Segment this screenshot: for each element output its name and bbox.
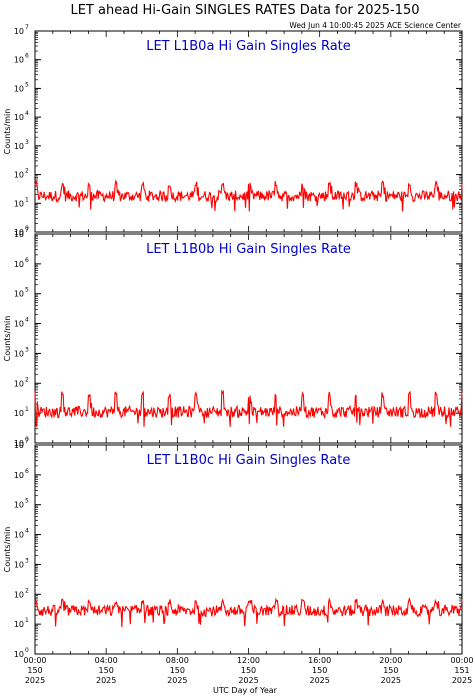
x-tick-year: 2025 bbox=[25, 676, 45, 685]
y-tick-label: 10 bbox=[14, 650, 24, 659]
y-tick-label: 10 bbox=[14, 142, 24, 151]
y-tick-exponent: 5 bbox=[25, 81, 29, 88]
y-tick-exponent: 6 bbox=[25, 257, 29, 264]
panel-title: LET L1B0a Hi Gain Singles Rate bbox=[146, 39, 351, 54]
y-tick-exponent: 0 bbox=[25, 225, 29, 232]
x-tick-day: 150 bbox=[312, 666, 327, 675]
x-tick-year: 2025 bbox=[96, 676, 116, 685]
y-tick-exponent: 1 bbox=[25, 196, 29, 203]
x-axis-title: UTC Day of Year bbox=[213, 686, 278, 695]
y-tick-label: 10 bbox=[14, 290, 24, 299]
y-axis-title: Counts/min bbox=[3, 109, 12, 155]
x-tick-day: 150 bbox=[170, 666, 185, 675]
y-tick-label: 10 bbox=[14, 501, 24, 510]
y-tick-exponent: 0 bbox=[25, 436, 29, 443]
y-tick-label: 10 bbox=[14, 320, 24, 329]
x-tick-day: 150 bbox=[27, 666, 42, 675]
y-tick-exponent: 1 bbox=[25, 617, 29, 624]
y-tick-label: 10 bbox=[14, 531, 24, 540]
y-tick-exponent: 7 bbox=[25, 24, 29, 31]
x-tick-time: 00:00 bbox=[450, 656, 473, 665]
x-tick-time: 04:00 bbox=[95, 656, 118, 665]
plot-frame bbox=[34, 444, 463, 655]
y-tick-label: 10 bbox=[14, 349, 24, 358]
y-tick-exponent: 1 bbox=[25, 406, 29, 413]
y-tick-label: 10 bbox=[14, 441, 24, 450]
y-axis-title: Counts/min bbox=[3, 527, 12, 573]
x-tick-year: 2025 bbox=[452, 676, 472, 685]
y-tick-exponent: 3 bbox=[25, 139, 29, 146]
y-tick-label: 10 bbox=[14, 590, 24, 599]
y-tick-label: 10 bbox=[14, 171, 24, 180]
y-tick-exponent: 4 bbox=[25, 528, 29, 535]
y-tick-exponent: 4 bbox=[25, 110, 29, 117]
x-tick-day: 150 bbox=[99, 666, 114, 675]
x-tick-day: 151 bbox=[454, 666, 469, 675]
y-tick-label: 10 bbox=[14, 439, 24, 448]
y-tick-label: 10 bbox=[14, 56, 24, 65]
y-tick-exponent: 2 bbox=[25, 168, 29, 175]
y-tick-exponent: 2 bbox=[25, 587, 29, 594]
panel-title: LET L1B0c Hi Gain Singles Rate bbox=[147, 453, 351, 468]
x-tick-time: 20:00 bbox=[379, 656, 402, 665]
x-tick-time: 00:00 bbox=[23, 656, 46, 665]
y-tick-exponent: 7 bbox=[25, 227, 29, 234]
x-tick-day: 150 bbox=[241, 666, 256, 675]
x-tick-time: 16:00 bbox=[308, 656, 331, 665]
y-tick-label: 10 bbox=[14, 84, 24, 93]
panel-title: LET L1B0b Hi Gain Singles Rate bbox=[146, 242, 351, 257]
y-tick-label: 10 bbox=[14, 27, 24, 36]
y-tick-exponent: 5 bbox=[25, 498, 29, 505]
y-axis-title: Counts/min bbox=[3, 316, 12, 362]
y-tick-exponent: 6 bbox=[25, 468, 29, 475]
x-tick-year: 2025 bbox=[309, 676, 329, 685]
x-tick-day: 150 bbox=[383, 666, 398, 675]
timestamp: Wed Jun 4 10:00:45 2025 ACE Science Cent… bbox=[289, 21, 462, 30]
series-line bbox=[34, 179, 463, 212]
x-tick-year: 2025 bbox=[167, 676, 187, 685]
y-tick-label: 10 bbox=[14, 228, 24, 237]
y-tick-label: 10 bbox=[14, 199, 24, 208]
series-line bbox=[34, 596, 463, 628]
x-axis-labels: 00:00150202504:00150202508:00150202512:0… bbox=[23, 656, 473, 685]
y-tick-label: 10 bbox=[14, 560, 24, 569]
y-tick-label: 10 bbox=[14, 409, 24, 418]
y-tick-label: 10 bbox=[14, 230, 24, 239]
y-tick-exponent: 3 bbox=[25, 557, 29, 564]
x-tick-time: 12:00 bbox=[237, 656, 260, 665]
y-tick-exponent: 3 bbox=[25, 346, 29, 353]
page-title: LET ahead Hi-Gain SINGLES RATES Data for… bbox=[70, 3, 419, 18]
y-tick-label: 10 bbox=[14, 379, 24, 388]
y-tick-label: 10 bbox=[14, 260, 24, 269]
y-tick-label: 10 bbox=[14, 620, 24, 629]
x-tick-time: 08:00 bbox=[166, 656, 189, 665]
x-tick-year: 2025 bbox=[238, 676, 258, 685]
series-line bbox=[34, 389, 463, 428]
y-tick-label: 10 bbox=[14, 113, 24, 122]
y-tick-exponent: 0 bbox=[25, 647, 29, 654]
y-tick-exponent: 4 bbox=[25, 317, 29, 324]
y-tick-exponent: 7 bbox=[25, 438, 29, 445]
y-tick-exponent: 6 bbox=[25, 53, 29, 60]
y-tick-exponent: 5 bbox=[25, 287, 29, 294]
x-tick-year: 2025 bbox=[381, 676, 401, 685]
y-tick-exponent: 2 bbox=[25, 376, 29, 383]
y-tick-label: 10 bbox=[14, 471, 24, 480]
